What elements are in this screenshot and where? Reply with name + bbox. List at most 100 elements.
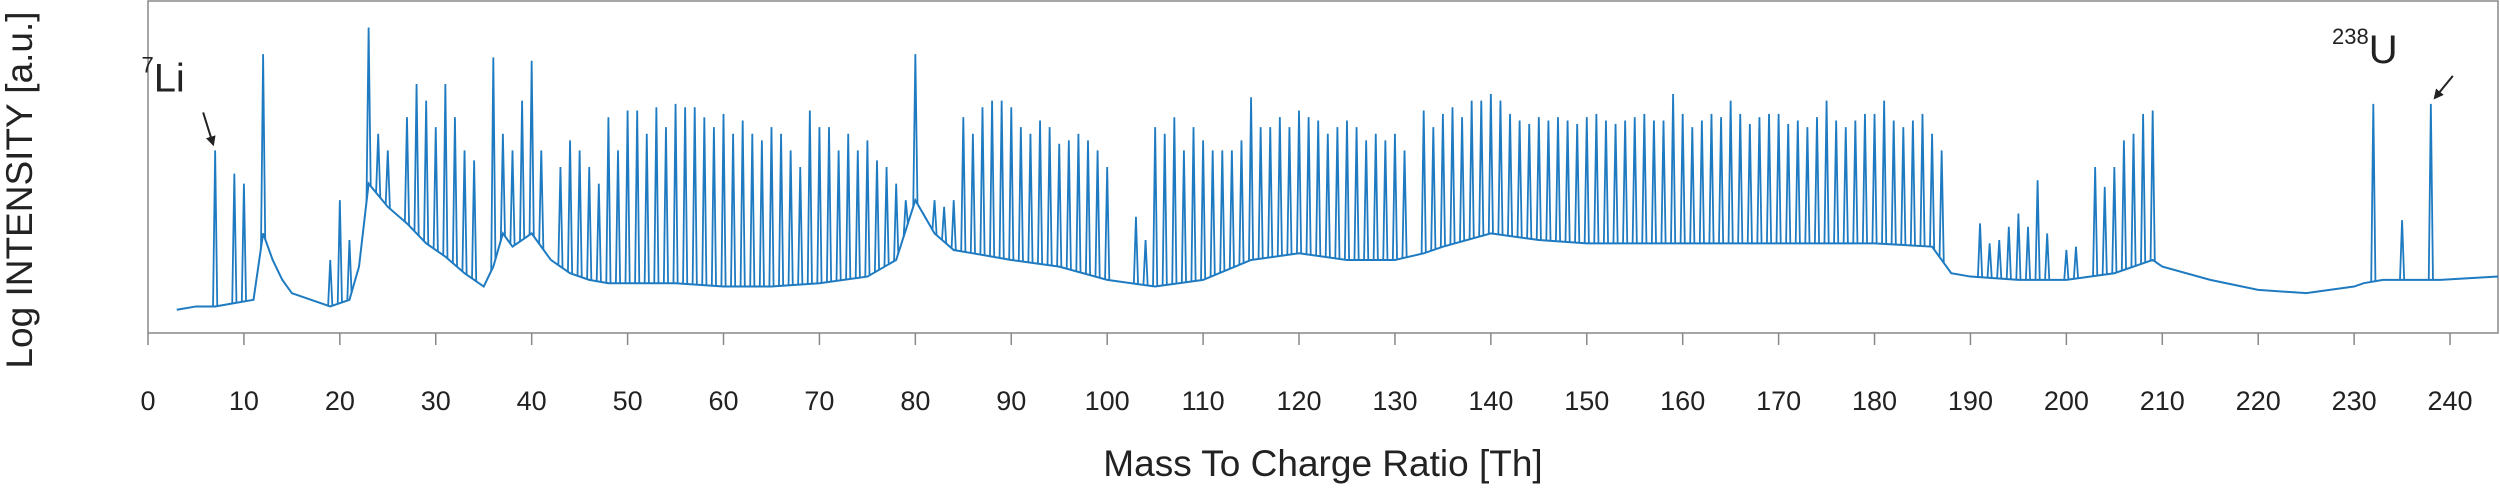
- peak: [1881, 100, 1888, 245]
- peak: [1382, 140, 1389, 260]
- peak: [490, 57, 497, 271]
- peak: [1823, 100, 1830, 244]
- x-tick-label: 180: [1852, 386, 1897, 416]
- peak: [1756, 117, 1763, 244]
- peak: [1554, 117, 1562, 242]
- peak: [1766, 113, 1773, 244]
- peak: [1353, 127, 1360, 260]
- x-tick-label: 90: [996, 386, 1026, 416]
- peak: [1180, 150, 1187, 283]
- peak: [922, 212, 928, 221]
- peak: [1478, 100, 1485, 237]
- peak: [1842, 127, 1849, 244]
- peak: [365, 27, 372, 202]
- peak: [1583, 117, 1590, 244]
- peak: [1200, 140, 1207, 281]
- peak: [1142, 239, 1149, 286]
- peak: [941, 206, 948, 244]
- peak: [1267, 127, 1274, 258]
- annotation-sup: 238: [2332, 24, 2369, 49]
- peak: [1343, 120, 1350, 260]
- peak: [1612, 123, 1619, 244]
- x-tick-label: 160: [1660, 386, 1705, 416]
- peak: [2130, 133, 2137, 268]
- annotation-text: Li: [154, 56, 185, 100]
- peak: [2024, 226, 2032, 280]
- peak: [1909, 120, 1916, 246]
- peak: [1535, 117, 1542, 241]
- peak: [854, 150, 861, 279]
- peak: [778, 133, 785, 287]
- peak: [1660, 120, 1667, 244]
- peak: [2399, 220, 2406, 280]
- peak: [758, 140, 765, 287]
- peak: [1468, 100, 1475, 240]
- x-tick-label: 190: [1948, 386, 1993, 416]
- peak: [768, 127, 775, 287]
- peak: [1161, 133, 1168, 286]
- peak: [826, 127, 833, 283]
- peak: [375, 133, 382, 198]
- peak: [1286, 127, 1293, 255]
- peak: [662, 127, 669, 284]
- peak: [816, 127, 823, 284]
- peak: [730, 133, 737, 287]
- x-tick-label: 140: [1468, 386, 1513, 416]
- peak: [2370, 103, 2377, 282]
- peak: [902, 200, 909, 237]
- peak: [384, 150, 391, 209]
- peak: [1977, 223, 1984, 278]
- peak: [1631, 117, 1638, 244]
- peak: [1075, 133, 1082, 273]
- peak: [1439, 113, 1446, 248]
- peak: [2092, 166, 2099, 277]
- peak: [1737, 113, 1744, 244]
- peak: [403, 117, 410, 226]
- peak: [1276, 117, 1283, 257]
- annotation-arrow: [202, 112, 216, 147]
- peak: [1257, 127, 1264, 259]
- peak: [1017, 127, 1024, 262]
- y-axis-label: Log INTENSITY [a.u.]: [0, 11, 40, 368]
- x-tick-label: 230: [2332, 386, 2377, 416]
- peak: [1132, 216, 1139, 285]
- peak: [471, 160, 478, 282]
- peak: [576, 150, 583, 278]
- x-tick-label: 110: [1182, 386, 1225, 416]
- peak: [1938, 150, 1945, 263]
- peak: [806, 110, 813, 285]
- peak: [2015, 213, 2022, 280]
- peak: [1027, 133, 1034, 263]
- peak: [634, 110, 641, 284]
- peak: [701, 117, 708, 286]
- peak: [682, 107, 689, 285]
- peak: [614, 150, 622, 284]
- peak: [2427, 103, 2434, 280]
- peak: [960, 117, 967, 253]
- peak: [442, 83, 449, 259]
- peak: [1171, 117, 1178, 285]
- x-tick-label: 20: [325, 386, 355, 416]
- peak: [1526, 123, 1533, 240]
- x-tick-label: 240: [2428, 386, 2473, 416]
- peak: [1324, 133, 1331, 258]
- peak: [1545, 120, 1552, 241]
- peak: [1650, 120, 1657, 244]
- peak: [1430, 127, 1437, 251]
- x-tick-label: 100: [1085, 386, 1130, 416]
- peak: [864, 140, 871, 277]
- baseline-line: [176, 181, 2499, 311]
- peak: [672, 103, 679, 284]
- peak: [1391, 133, 1398, 260]
- peak: [260, 54, 267, 249]
- peak: [893, 183, 900, 262]
- peak: [739, 120, 746, 287]
- peak: [1564, 120, 1571, 243]
- peak: [1794, 120, 1801, 244]
- peak: [1420, 110, 1427, 254]
- peak: [1152, 127, 1159, 287]
- peak: [586, 166, 593, 281]
- peak: [1813, 117, 1820, 244]
- peak: [336, 200, 343, 304]
